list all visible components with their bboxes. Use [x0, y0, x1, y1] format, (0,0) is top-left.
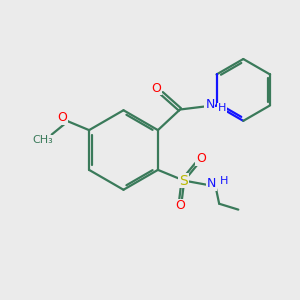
Text: S: S: [179, 174, 188, 188]
Text: H: H: [219, 176, 228, 186]
Text: N: N: [207, 177, 217, 190]
Text: CH₃: CH₃: [32, 135, 52, 146]
Text: N: N: [206, 98, 215, 111]
Text: O: O: [196, 152, 206, 165]
Text: H: H: [218, 103, 226, 113]
Text: O: O: [57, 111, 67, 124]
Text: O: O: [152, 82, 161, 94]
Text: O: O: [176, 199, 185, 212]
Text: N: N: [205, 99, 214, 112]
